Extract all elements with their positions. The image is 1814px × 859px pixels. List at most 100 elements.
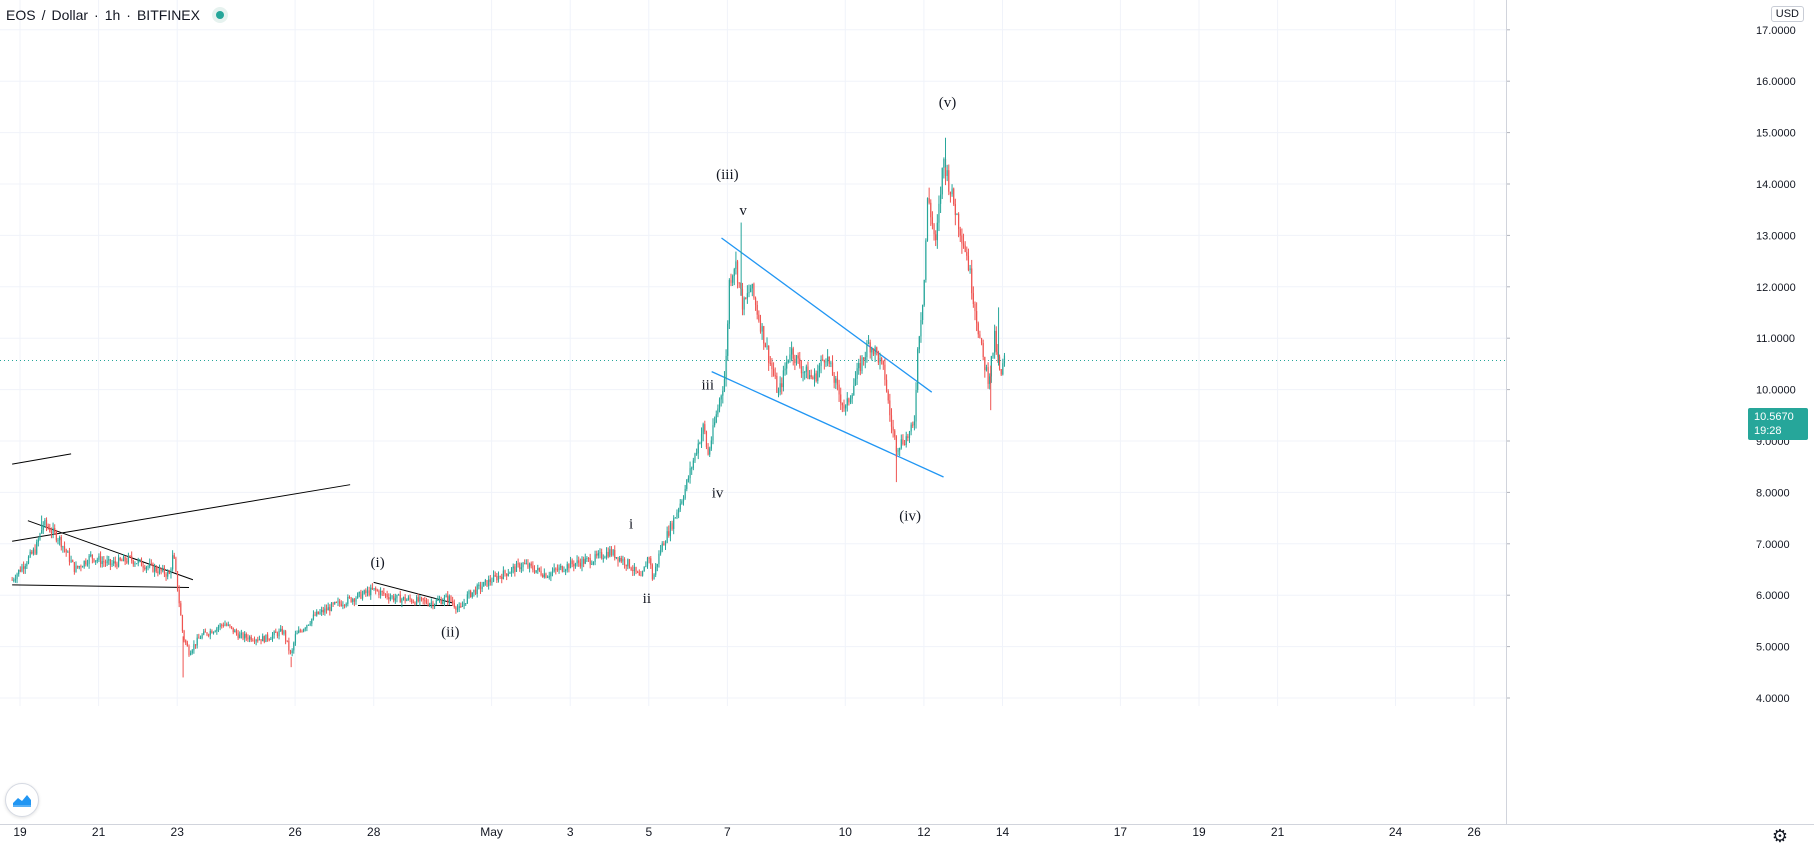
candle-body[interactable] <box>794 358 796 364</box>
candle-body[interactable] <box>429 603 431 606</box>
candle-body[interactable] <box>692 460 694 468</box>
candle-body[interactable] <box>176 571 179 590</box>
candle-body[interactable] <box>905 436 907 445</box>
candle-body[interactable] <box>221 624 223 626</box>
candle-body[interactable] <box>24 566 26 569</box>
candle-body[interactable] <box>506 573 508 576</box>
candle-body[interactable] <box>86 563 89 565</box>
candle-body[interactable] <box>879 358 881 363</box>
candle-body[interactable] <box>443 597 446 602</box>
candle-body[interactable] <box>34 549 36 554</box>
candle-body[interactable] <box>417 597 419 602</box>
candle-body[interactable] <box>561 566 563 572</box>
candle-body[interactable] <box>818 365 821 372</box>
candle-body[interactable] <box>332 603 334 605</box>
candle-body[interactable] <box>800 366 803 374</box>
candle-body[interactable] <box>465 603 467 605</box>
candle-body[interactable] <box>135 563 138 565</box>
candle-body[interactable] <box>476 585 478 595</box>
candle-body[interactable] <box>348 596 351 598</box>
candle-body[interactable] <box>912 424 914 426</box>
candle-body[interactable] <box>208 634 210 636</box>
candle-body[interactable] <box>389 597 392 600</box>
candle-body[interactable] <box>11 579 13 581</box>
candle-body[interactable] <box>196 637 198 646</box>
candle-body[interactable] <box>908 431 911 439</box>
candle-body[interactable] <box>355 598 357 602</box>
candle-body[interactable] <box>409 597 411 600</box>
candle-body[interactable] <box>658 553 660 564</box>
candle-body[interactable] <box>691 467 693 469</box>
candle-body[interactable] <box>926 198 929 241</box>
candle-body[interactable] <box>589 558 591 565</box>
candle-body[interactable] <box>111 563 113 565</box>
candle-body[interactable] <box>743 298 745 310</box>
candle-body[interactable] <box>923 279 925 305</box>
candle-body[interactable] <box>645 566 647 568</box>
candle-body[interactable] <box>316 611 318 616</box>
candle-body[interactable] <box>976 311 978 324</box>
candle-body[interactable] <box>278 631 280 637</box>
candle-body[interactable] <box>106 560 108 564</box>
candle-body[interactable] <box>407 597 410 600</box>
candle-body[interactable] <box>822 359 824 361</box>
candle-body[interactable] <box>54 527 56 532</box>
candle-body[interactable] <box>399 594 401 603</box>
candle-body[interactable] <box>938 203 940 223</box>
candle-body[interactable] <box>266 634 269 640</box>
candle-body[interactable] <box>257 639 259 641</box>
candle-body[interactable] <box>769 362 771 364</box>
candle-body[interactable] <box>149 563 151 567</box>
candle-body[interactable] <box>738 282 740 284</box>
candle-body[interactable] <box>892 426 894 431</box>
candle-body[interactable] <box>694 453 696 461</box>
candle-body[interactable] <box>317 611 319 615</box>
candle-body[interactable] <box>470 590 472 597</box>
candle-body[interactable] <box>863 357 865 360</box>
candle-body[interactable] <box>373 588 375 590</box>
candle-body[interactable] <box>335 602 337 604</box>
candle-body[interactable] <box>751 283 753 289</box>
candle-body[interactable] <box>550 572 552 577</box>
candle-body[interactable] <box>700 434 703 443</box>
candle-body[interactable] <box>321 609 323 612</box>
candle-body[interactable] <box>312 614 315 619</box>
candle-body[interactable] <box>537 567 539 571</box>
candle-body[interactable] <box>530 563 532 566</box>
candle-body[interactable] <box>173 555 175 559</box>
candle-body[interactable] <box>340 603 342 606</box>
candle-body[interactable] <box>668 531 670 536</box>
candle-body[interactable] <box>656 563 658 567</box>
candle-body[interactable] <box>440 599 442 604</box>
candle-body[interactable] <box>345 603 347 606</box>
candle-body[interactable] <box>432 602 434 607</box>
candle-body[interactable] <box>887 391 889 401</box>
candle-body[interactable] <box>545 573 547 578</box>
candle-body[interactable] <box>805 366 807 372</box>
candle-body[interactable] <box>442 601 444 604</box>
trendline[interactable] <box>12 584 189 588</box>
candle-body[interactable] <box>601 552 603 559</box>
candle-body[interactable] <box>768 345 770 363</box>
candle-body[interactable] <box>899 447 901 451</box>
candle-body[interactable] <box>843 405 845 409</box>
candle-body[interactable] <box>114 561 116 564</box>
candle-body[interactable] <box>188 646 190 656</box>
candle-body[interactable] <box>383 591 385 595</box>
candle-body[interactable] <box>620 557 622 562</box>
market-status-icon[interactable] <box>211 7 228 23</box>
candle-body[interactable] <box>969 268 971 271</box>
candle-body[interactable] <box>576 560 578 564</box>
candle-body[interactable] <box>946 170 948 176</box>
candle-body[interactable] <box>448 596 450 602</box>
candle-body[interactable] <box>679 503 681 510</box>
candle-body[interactable] <box>157 571 159 574</box>
candle-body[interactable] <box>445 595 447 598</box>
candle-body[interactable] <box>520 567 523 570</box>
candle-body[interactable] <box>245 633 247 638</box>
candle-body[interactable] <box>730 280 732 283</box>
candle-body[interactable] <box>648 557 650 559</box>
candle-body[interactable] <box>21 566 23 572</box>
candle-body[interactable] <box>592 561 595 564</box>
candle-body[interactable] <box>230 626 233 628</box>
